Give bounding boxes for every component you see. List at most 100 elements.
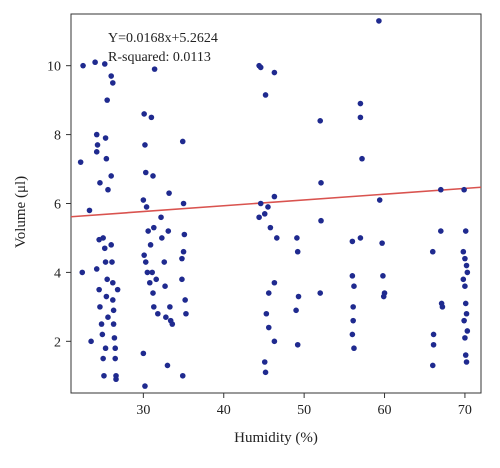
data-point <box>110 307 117 314</box>
data-point <box>351 283 357 289</box>
data-point <box>108 73 114 79</box>
data-point <box>141 111 147 117</box>
data-point <box>463 310 470 317</box>
x-tick-label: 30 <box>136 403 150 418</box>
data-point <box>464 269 471 276</box>
data-point <box>102 259 109 265</box>
data-point <box>101 61 108 67</box>
data-point <box>261 211 268 217</box>
data-point <box>294 248 301 255</box>
chart-marks: 30 40 50 60 70 2 4 6 8 10 <box>47 18 482 418</box>
data-point <box>462 335 468 341</box>
data-point <box>357 114 364 121</box>
data-point <box>350 317 356 324</box>
data-point <box>104 97 110 103</box>
data-point <box>179 138 186 145</box>
data-point <box>257 200 264 207</box>
data-point <box>180 200 187 207</box>
data-point <box>79 269 86 276</box>
equation-annotation: Y=0.0168x+5.2624 <box>108 31 218 46</box>
data-point <box>295 293 302 300</box>
data-point <box>262 369 269 376</box>
data-point <box>317 118 324 124</box>
data-point <box>164 362 171 369</box>
x-tick-label: 70 <box>458 403 472 418</box>
data-point <box>462 228 469 234</box>
data-point <box>93 149 100 155</box>
data-point <box>111 335 118 341</box>
data-point <box>182 297 188 303</box>
data-point <box>357 235 364 241</box>
data-point <box>463 359 470 365</box>
data-point <box>97 180 103 186</box>
y-tick-label: 2 <box>54 335 61 350</box>
data-point <box>265 324 272 331</box>
data-point <box>461 317 467 324</box>
data-point <box>110 80 116 86</box>
data-point <box>103 293 110 300</box>
data-point <box>461 186 467 193</box>
data-point <box>261 359 268 365</box>
data-point <box>357 100 364 107</box>
data-point <box>104 276 110 283</box>
data-point <box>271 279 278 286</box>
data-point <box>430 341 437 348</box>
data-point <box>430 331 437 338</box>
data-point <box>112 345 119 352</box>
data-point <box>147 242 154 248</box>
data-point <box>380 273 386 279</box>
data-point <box>110 279 116 286</box>
data-point <box>101 245 108 252</box>
data-point <box>162 283 168 289</box>
data-point <box>142 383 148 389</box>
data-point <box>161 259 168 265</box>
y-tick-label: 4 <box>54 266 61 281</box>
data-point <box>294 341 301 348</box>
data-point <box>94 142 101 148</box>
data-point <box>318 180 324 186</box>
data-point <box>110 297 116 303</box>
data-point <box>181 231 188 238</box>
data-point <box>381 290 388 296</box>
data-point <box>271 69 278 76</box>
data-point <box>105 314 111 321</box>
data-point <box>143 204 150 210</box>
data-point <box>153 276 160 283</box>
data-point <box>262 92 269 98</box>
data-point <box>100 355 106 362</box>
data-point <box>140 350 147 357</box>
data-point <box>110 321 117 327</box>
data-point <box>351 345 357 352</box>
data-point <box>350 304 356 310</box>
data-point <box>267 224 274 231</box>
y-tick-label: 6 <box>54 198 61 213</box>
data-point <box>318 217 324 224</box>
data-point <box>102 345 109 352</box>
data-point <box>105 186 111 193</box>
y-tick-label: 8 <box>54 129 61 144</box>
data-point <box>151 304 157 310</box>
y-axis-title: Volume (μl) <box>13 176 29 248</box>
data-point <box>271 193 278 200</box>
data-point <box>112 355 119 362</box>
data-point <box>265 290 272 296</box>
data-point <box>141 252 147 258</box>
data-point <box>148 114 155 121</box>
data-point <box>158 214 164 221</box>
data-point <box>142 259 149 265</box>
data-point <box>460 248 467 255</box>
data-point <box>376 197 383 203</box>
x-tick-label: 60 <box>378 403 392 418</box>
data-point <box>379 240 385 246</box>
data-point <box>256 214 262 221</box>
data-point <box>92 59 98 66</box>
data-point <box>108 242 114 248</box>
data-point <box>294 235 300 241</box>
data-point <box>462 283 468 289</box>
data-point <box>140 197 147 203</box>
data-point <box>159 235 165 241</box>
data-point <box>349 331 356 338</box>
data-point <box>151 224 157 231</box>
data-point <box>145 228 151 234</box>
